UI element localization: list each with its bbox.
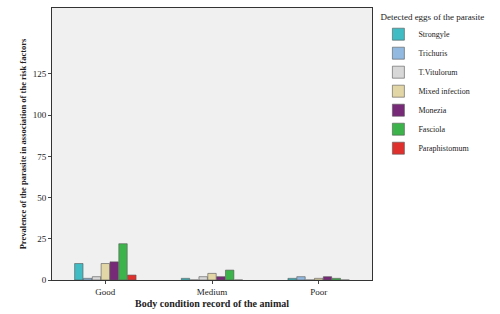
svg-text:75: 75 — [37, 152, 47, 162]
svg-text:125: 125 — [33, 69, 47, 79]
svg-text:50: 50 — [37, 193, 47, 203]
svg-text:Paraphistomum: Paraphistomum — [418, 144, 469, 153]
svg-text:Detected eggs of the parasite: Detected eggs of the parasite — [380, 12, 484, 22]
svg-text:Trichuris: Trichuris — [418, 49, 447, 58]
svg-text:Medium: Medium — [197, 287, 228, 297]
svg-text:Poor: Poor — [310, 287, 327, 297]
svg-text:Fasciola: Fasciola — [418, 125, 445, 134]
svg-text:T.Vitulorum: T.Vitulorum — [418, 68, 458, 77]
svg-text:25: 25 — [37, 234, 47, 244]
svg-text:0: 0 — [42, 275, 47, 285]
svg-text:Mixed infection: Mixed infection — [418, 87, 469, 96]
svg-text:Monezia: Monezia — [418, 106, 446, 115]
svg-text:100: 100 — [33, 110, 47, 120]
svg-text:Prevalence of the parasite in: Prevalence of the parasite in associatio… — [18, 38, 28, 249]
svg-text:Body condition record of the a: Body condition record of the animal — [135, 298, 289, 309]
svg-text:Good: Good — [95, 287, 115, 297]
svg-text:Strongyle: Strongyle — [418, 30, 450, 39]
